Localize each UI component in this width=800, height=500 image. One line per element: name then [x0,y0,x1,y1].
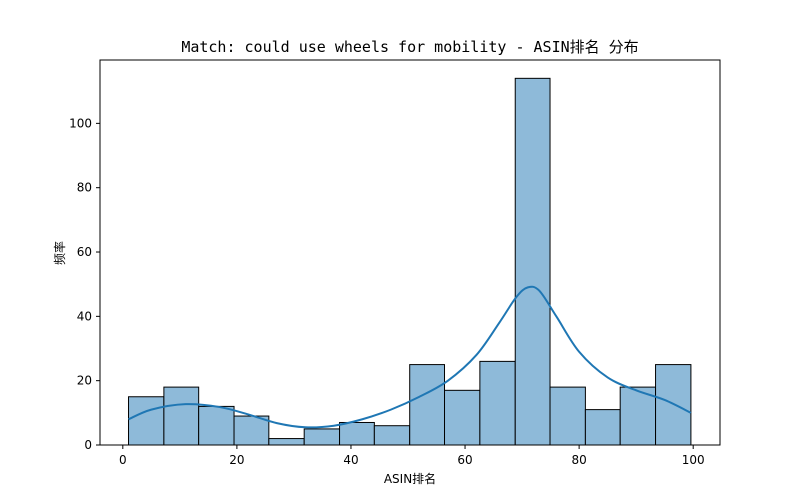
y-tick-label: 60 [77,245,92,259]
histogram-bar-9 [444,389,481,446]
kde-curve [128,285,692,429]
histogram-bar-12 [549,386,586,446]
histogram-bars [128,77,692,446]
y-tick-label: 20 [77,374,92,388]
chart-title: Match: could use wheels for mobility - A… [181,38,638,56]
x-tick-label: 20 [229,453,244,467]
histogram-bar-2 [198,405,235,446]
y-axis-label: 频率 [52,241,67,265]
x-tick-label: 0 [119,453,127,467]
histogram-bar-5 [303,428,341,446]
histogram-bar-10 [479,360,516,446]
y-tick-label: 0 [84,438,92,452]
y-tick-label: 100 [69,116,92,130]
y-tick-label: 40 [77,309,92,323]
histogram-bar-13 [584,409,621,446]
y-axis-ticks: 0 20 40 60 80 100 [69,116,100,452]
histogram-bar-8 [409,364,446,446]
x-tick-label: 80 [571,453,586,467]
y-tick-label: 80 [77,181,92,195]
histogram-bar-6 [339,421,375,446]
histogram-bar-3 [233,415,270,446]
histogram-bar-11 [514,77,551,446]
x-tick-label: 60 [457,453,472,467]
histogram-bar-1 [163,386,200,446]
x-tick-label: 40 [343,453,358,467]
histogram-bar-14 [619,386,657,446]
histogram-bar-4 [268,438,305,446]
x-axis-label: ASIN排名 [384,471,436,486]
x-axis-ticks: 0 20 40 60 80 100 [119,445,705,467]
x-tick-label: 100 [682,453,705,467]
histogram-bar-7 [373,425,411,446]
histogram-bar-0 [128,396,165,446]
